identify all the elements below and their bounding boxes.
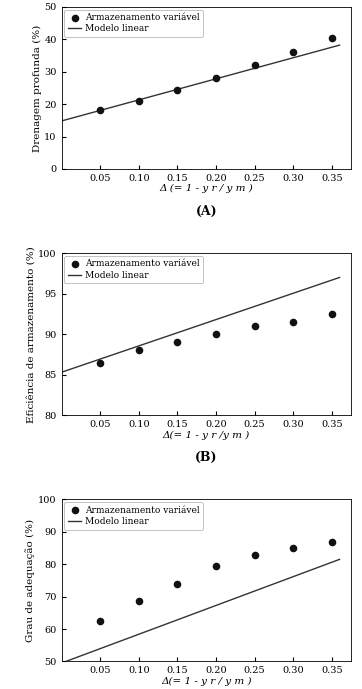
Armazenamento variável (136, 345, 142, 356)
Armazenamento variável (97, 615, 103, 626)
Y-axis label: Grau de adequação (%): Grau de adequação (%) (26, 519, 35, 642)
Y-axis label: Drenagem profunda (%): Drenagem profunda (%) (33, 24, 42, 152)
Armazenamento variável (329, 309, 335, 320)
Text: (B): (B) (195, 451, 218, 464)
Armazenamento variável (252, 549, 257, 560)
Armazenamento variável (174, 85, 180, 96)
Text: (A): (A) (195, 205, 217, 218)
Armazenamento variável (136, 95, 142, 106)
Y-axis label: Eficiência de armazenamento (%): Eficiência de armazenamento (%) (26, 246, 35, 422)
Armazenamento variável (213, 329, 219, 340)
Armazenamento variável (97, 357, 103, 368)
X-axis label: Δ (= 1 - y r / y m ): Δ (= 1 - y r / y m ) (160, 184, 253, 194)
Legend: Armazenamento variável, Modelo linear: Armazenamento variável, Modelo linear (64, 502, 203, 530)
Armazenamento variável (97, 105, 103, 116)
Armazenamento variável (174, 337, 180, 348)
Armazenamento variável (136, 596, 142, 607)
X-axis label: Δ(= 1 - y r /y m ): Δ(= 1 - y r /y m ) (163, 431, 250, 440)
Armazenamento variável (329, 536, 335, 547)
Armazenamento variável (290, 316, 296, 327)
Armazenamento variável (290, 542, 296, 553)
Armazenamento variável (252, 320, 257, 331)
Armazenamento variável (213, 560, 219, 571)
Legend: Armazenamento variável, Modelo linear: Armazenamento variável, Modelo linear (64, 256, 203, 283)
Armazenamento variável (174, 578, 180, 589)
Armazenamento variável (329, 32, 335, 43)
Armazenamento variável (252, 60, 257, 71)
X-axis label: Δ(= 1 - y r / y m ): Δ(= 1 - y r / y m ) (161, 677, 252, 686)
Armazenamento variável (213, 72, 219, 83)
Armazenamento variável (290, 46, 296, 57)
Legend: Armazenamento variável, Modelo linear: Armazenamento variável, Modelo linear (64, 10, 203, 37)
